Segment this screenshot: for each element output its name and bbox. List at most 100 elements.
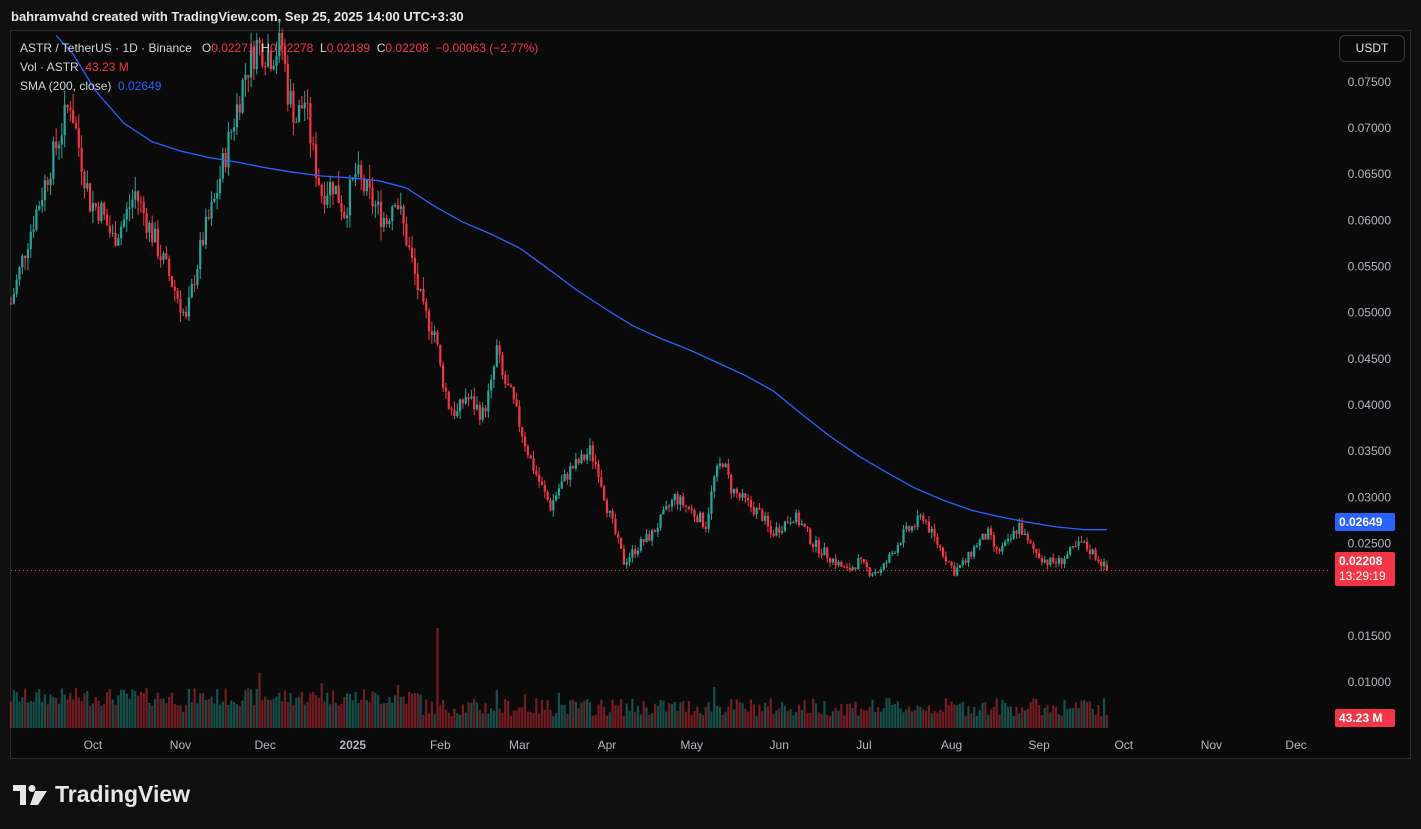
candle-body (605, 500, 609, 514)
time-axis-label: Jul (856, 738, 871, 752)
volume-bar (509, 715, 513, 728)
candle-body (430, 330, 433, 336)
candle-body (196, 269, 199, 285)
legend-symbol[interactable]: ASTR / TetherUS · 1D · Binance (20, 41, 192, 55)
volume-bar (730, 699, 733, 728)
candle-body (38, 206, 41, 210)
volume-bar (442, 699, 445, 728)
candle-body (303, 102, 306, 109)
volume-bar (329, 704, 332, 728)
volume-bar (348, 694, 352, 728)
sma-price-tag: 0.02649 (1335, 513, 1395, 531)
candle-body (269, 51, 272, 70)
candle-body (670, 500, 674, 507)
volume-bar (371, 691, 374, 728)
volume-bar (12, 690, 15, 728)
volume-bar (987, 714, 990, 728)
legend-sma-row[interactable]: SMA (200, close) 0.02649 (20, 77, 538, 96)
price-axis-label: 0.02500 (1348, 536, 1392, 550)
last-price-tag: 0.02208 13:29:19 (1335, 552, 1395, 586)
candle-body (876, 572, 880, 574)
volume-bar (467, 702, 470, 728)
volume-bar (289, 692, 292, 728)
volume-bar (464, 712, 467, 728)
time-axis-label: Dec (255, 738, 276, 752)
candle-body (317, 177, 320, 185)
volume-bar (351, 700, 354, 728)
candle-body (456, 411, 459, 417)
candle-body (1054, 562, 1058, 564)
legend-sma-label: SMA (200, close) (20, 79, 112, 93)
volume-bar (18, 701, 21, 728)
volume-bar (151, 705, 154, 728)
volume-bar (173, 704, 176, 728)
candle-body (492, 366, 496, 380)
candle-body (83, 171, 86, 189)
volume-bar (831, 711, 835, 728)
volume-bar (834, 707, 837, 728)
candle-body (478, 404, 481, 420)
candle-body (574, 459, 577, 469)
volume-bar (944, 698, 947, 728)
candle-body (15, 279, 18, 294)
volume-bar (786, 710, 789, 728)
volume-bar (775, 710, 778, 728)
volume-bar (182, 711, 185, 728)
candle-body (704, 526, 707, 529)
candle-body (32, 229, 35, 232)
candle-body (329, 181, 332, 196)
volume-bar (645, 707, 648, 728)
candle-body (394, 205, 397, 207)
candle-body (331, 181, 335, 195)
time-axis-label: Nov (1201, 738, 1222, 752)
volume-bar (953, 704, 956, 728)
volume-bar (52, 697, 55, 728)
candle-body (775, 527, 778, 536)
candle-body (987, 528, 990, 540)
candle-body (46, 180, 49, 186)
candle-body (272, 65, 275, 70)
candle-body (94, 203, 97, 207)
candle-body (122, 219, 126, 227)
candle-body (168, 258, 171, 277)
candle-body (199, 240, 202, 270)
volume-bar (738, 702, 741, 728)
candle-body (532, 458, 535, 471)
time-axis-label: Mar (509, 738, 530, 752)
legend-sma-value: 0.02649 (118, 79, 162, 93)
candle-body (360, 164, 363, 179)
price-axis-label: 0.04500 (1348, 352, 1392, 366)
currency-button[interactable]: USDT (1339, 35, 1405, 62)
candle-body (105, 214, 109, 226)
volume-bar (105, 692, 109, 728)
candle-body (665, 505, 668, 510)
candle-body (978, 539, 981, 546)
candle-body (371, 187, 374, 207)
candle-body (210, 201, 213, 219)
volume-bar (38, 689, 41, 728)
candle-body (252, 46, 255, 70)
candle-body (97, 206, 100, 222)
candle-body (377, 201, 380, 205)
candle-body (1088, 549, 1092, 555)
candle-body (953, 565, 956, 576)
volume-bar (142, 693, 145, 728)
volume-bar (560, 704, 563, 728)
volume-bar (823, 700, 826, 728)
volume-bar (57, 703, 61, 728)
volume-bar (66, 699, 69, 728)
time-axis-label: Apr (598, 738, 617, 752)
bar-countdown: 13:29:19 (1339, 569, 1386, 583)
volume-bar (69, 692, 72, 728)
legend-volume-row[interactable]: Vol · ASTR 43.23 M (20, 58, 538, 77)
candle-body (244, 74, 247, 80)
price-axis-label: 0.04000 (1348, 398, 1392, 412)
chart-pane[interactable] (10, 30, 1411, 759)
volume-bar (156, 692, 159, 728)
volume-bars (9, 628, 1108, 728)
volume-bar (492, 710, 496, 728)
candle-body (927, 521, 931, 533)
legend-close-value: 0.02208 (385, 41, 429, 55)
tradingview-logo[interactable]: TradingView (13, 781, 190, 808)
